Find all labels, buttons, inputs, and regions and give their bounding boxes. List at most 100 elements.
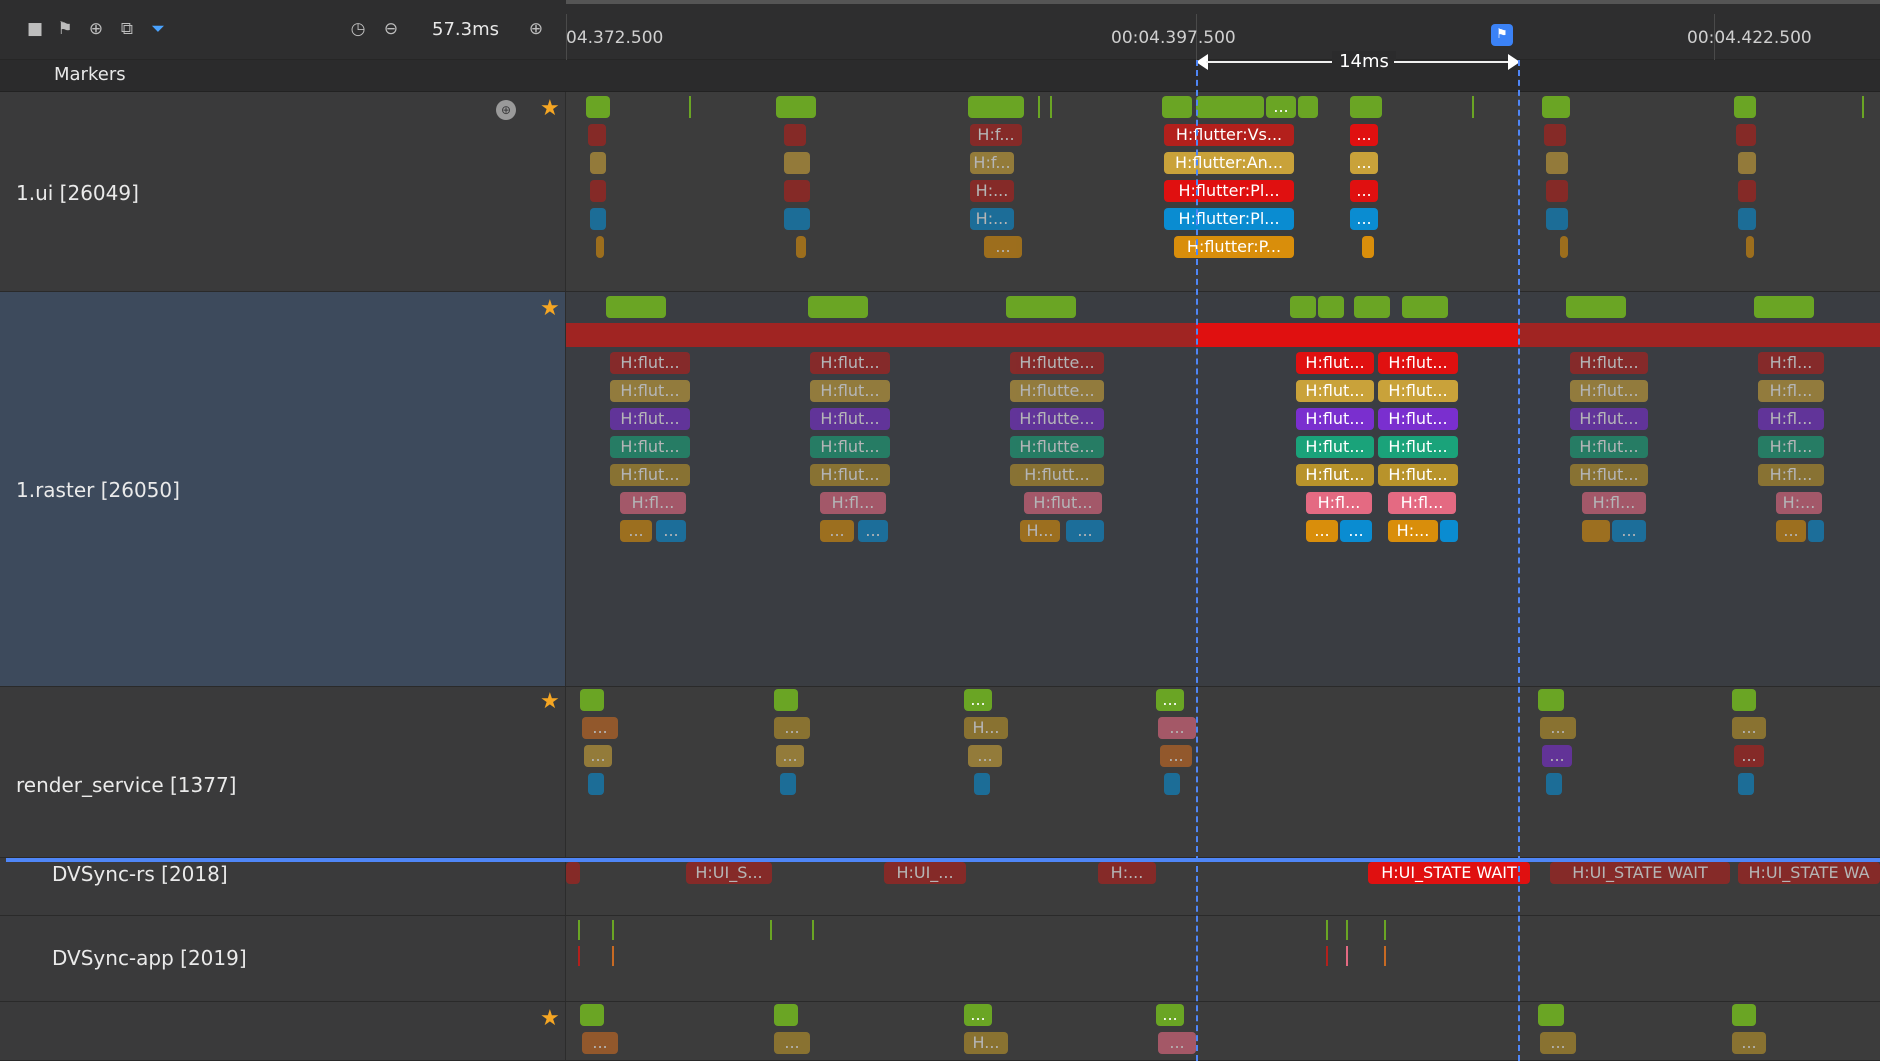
slice[interactable]: ... [1540,717,1576,739]
slice[interactable]: ... [656,520,686,542]
slice[interactable]: ... [1306,520,1338,542]
filter-icon[interactable]: ⏷ [151,18,165,39]
lane-track[interactable]: H:UI_S... H:UI_... H:... H:UI_STATE WAIT… [566,862,1880,915]
star-icon[interactable]: ★ [540,96,560,121]
slice[interactable] [588,124,606,146]
slice[interactable]: ... [1266,96,1296,118]
slice[interactable]: H:flut... [610,436,690,458]
slice[interactable] [1746,236,1754,258]
slice[interactable] [1732,689,1756,711]
stop-icon[interactable]: ■ [26,18,44,39]
lane-label[interactable]: DVSync-app [2019] [0,916,566,1001]
slice[interactable]: H:... [1388,520,1438,542]
slice[interactable] [784,152,810,174]
slice[interactable]: H:UI_STATE WA [1738,862,1880,884]
slice[interactable] [1440,520,1458,542]
slice[interactable]: H:flut... [1378,380,1458,402]
slice[interactable] [588,773,604,795]
slice[interactable]: H:... [970,180,1014,202]
slice[interactable]: ... [1734,745,1764,767]
slice[interactable]: ... [1066,520,1104,542]
slice[interactable]: H:fl... [820,492,886,514]
slice[interactable]: ... [582,1032,618,1054]
slice[interactable]: H:flutter:P... [1174,236,1294,258]
slice[interactable] [770,920,772,940]
slice[interactable]: H:flutte... [1010,436,1104,458]
slice[interactable]: H... [1020,520,1060,542]
slice[interactable]: H:... [1776,492,1822,514]
slice[interactable]: ... [1612,520,1646,542]
lane-track[interactable]: ... H:f... H:flutter:Vs... ... H:f... H:… [566,92,1880,291]
slice[interactable]: H:f... [970,124,1022,146]
slice[interactable] [784,180,810,202]
slice[interactable]: H:flutter:Pl... [1164,180,1294,202]
slice[interactable]: H:flut... [1296,464,1374,486]
ruler-scrollbar[interactable] [566,0,1880,4]
slice[interactable] [974,773,990,795]
lane-track[interactable] [566,292,1880,686]
slice[interactable]: H:flut... [1378,464,1458,486]
slice[interactable]: ... [1340,520,1372,542]
slice[interactable]: H:flut... [1378,436,1458,458]
slice[interactable] [590,180,606,202]
slice[interactable] [1738,208,1756,230]
slice[interactable] [1546,152,1568,174]
slice[interactable]: H:UI_... [884,862,966,884]
slice[interactable]: H:fl... [620,492,686,514]
slice[interactable] [1384,946,1386,966]
slice[interactable]: H:flut... [610,408,690,430]
time-ruler[interactable]: 04.372.500 00:04.397.500 00:04.422.500 ⚑ [566,0,1880,60]
slice[interactable]: H:flut... [610,352,690,374]
slice[interactable]: H:flutte... [1010,380,1104,402]
slice[interactable]: H:flutter:Vs... [1164,124,1294,146]
slice[interactable] [590,152,606,174]
slice[interactable]: H:flut... [1570,436,1648,458]
slice[interactable]: H:flut... [810,464,890,486]
slice[interactable] [1738,773,1754,795]
slice[interactable]: ... [776,745,804,767]
slice[interactable] [606,296,666,318]
slice[interactable] [1162,96,1192,118]
slice[interactable]: ... [1776,520,1806,542]
slice[interactable]: H:flut... [810,352,890,374]
lane-track[interactable]: ... ... ... ... H... ... ... ... ... ...… [566,687,1880,857]
slice[interactable]: H:flut... [1296,436,1374,458]
slice[interactable]: ... [968,745,1002,767]
slice[interactable] [796,236,806,258]
slice[interactable]: ... [820,520,854,542]
slice[interactable] [1164,773,1180,795]
slice[interactable] [1560,236,1568,258]
slice[interactable] [1384,920,1386,940]
slice[interactable] [1346,946,1348,966]
slice[interactable]: ... [582,717,618,739]
slice[interactable]: H:fl... [1758,436,1824,458]
slice[interactable] [1402,296,1448,318]
slice[interactable]: H:UI_S... [686,862,772,884]
slice[interactable] [1566,296,1626,318]
slice[interactable]: H:flutte... [1010,408,1104,430]
slice[interactable] [1542,96,1570,118]
slice[interactable]: ... [858,520,888,542]
slice[interactable] [1354,296,1390,318]
slice[interactable] [689,96,691,118]
slice[interactable]: H:fl... [1582,492,1646,514]
slice[interactable]: H:fl... [1758,380,1824,402]
slice[interactable] [784,208,810,230]
slice[interactable]: H... [964,717,1008,739]
slice[interactable] [580,689,604,711]
selection-end-line[interactable] [1518,60,1520,1061]
slice[interactable]: ... [964,689,992,711]
timer-icon[interactable]: ◷ [350,18,366,39]
slice[interactable] [1326,920,1328,940]
slice[interactable] [1738,180,1756,202]
slice[interactable] [784,124,806,146]
slice[interactable]: H:... [970,208,1014,230]
slice[interactable] [774,1004,798,1026]
slice[interactable]: H:flut... [1296,408,1374,430]
slice[interactable]: H:flut... [1570,408,1648,430]
lane-track[interactable] [566,916,1880,1001]
slice[interactable] [1050,96,1052,118]
slice[interactable] [1732,1004,1756,1026]
slice[interactable]: H:fl... [1306,492,1372,514]
slice[interactable]: H:UI_STATE WAIT [1550,862,1730,884]
